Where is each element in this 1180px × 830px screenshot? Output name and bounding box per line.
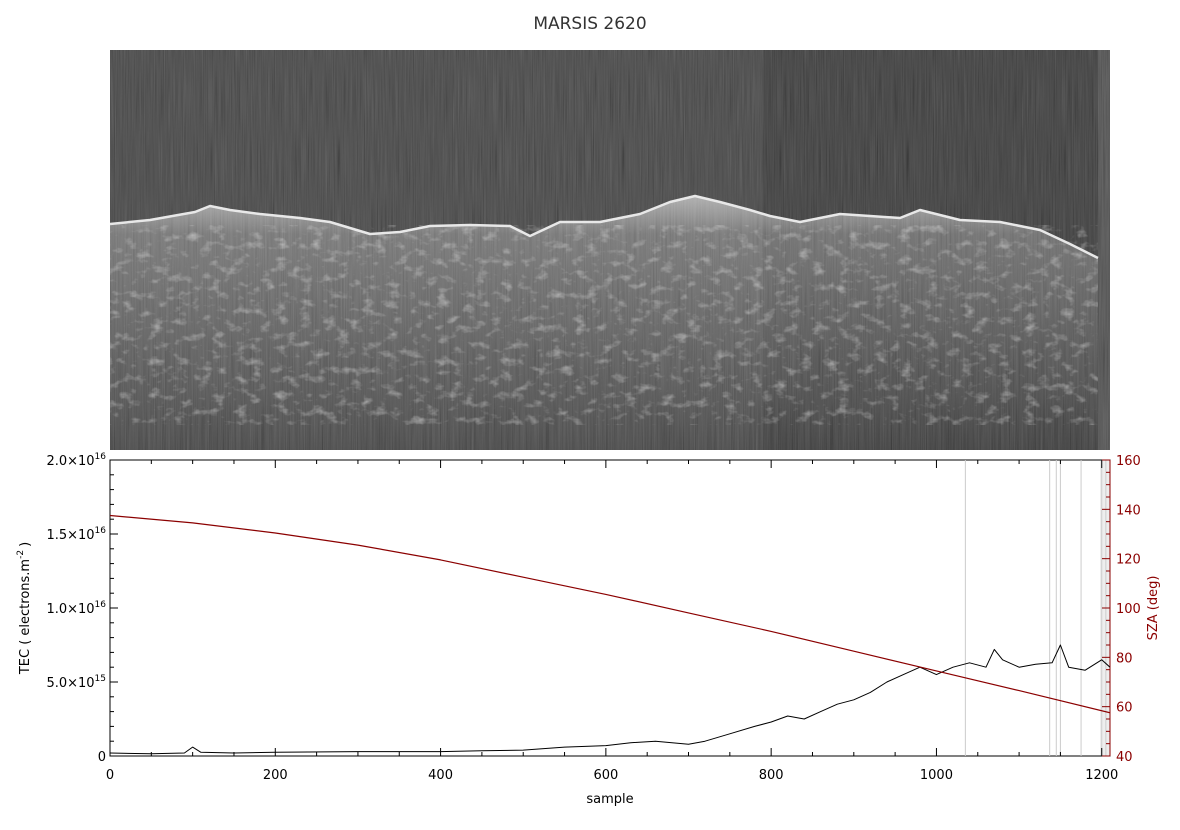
y-right-tick-label: 100: [1116, 602, 1141, 617]
x-tick-label: 800: [759, 768, 784, 783]
x-axis: 0 200 400 600 800 1000 1200: [106, 460, 1118, 783]
x-tick-label: 0: [106, 768, 114, 783]
y-axis-right: 40 60 80 100 120 140 160: [1102, 454, 1141, 765]
x-tick-label: 1000: [920, 768, 953, 783]
y-axis-left-label-exponent: -2: [16, 550, 26, 559]
x-tick-label: 400: [428, 768, 453, 783]
x-tick-label: 1200: [1085, 768, 1118, 783]
y-axis-left-label: TEC ( electrons.m-2): [16, 542, 33, 675]
y-left-tick-label: 1.0×1016: [46, 600, 106, 617]
radargram-speckle: [110, 225, 1098, 425]
y-axis-left: 0 5.0×1015 1.0×1016 1.5×1016 2.0×1016: [46, 452, 118, 765]
y-left-tick-label: 5.0×1015: [46, 674, 106, 691]
y-left-tick-label: 0: [98, 750, 106, 765]
surface-echo: [110, 194, 1099, 260]
y-axis-left-label-main: TEC ( electrons.m: [18, 559, 33, 675]
plot-frame: [109, 459, 1111, 757]
figure-title: MARSIS 2620: [533, 14, 646, 34]
y-axis-left-label-tail: ): [18, 542, 33, 547]
y-right-tick-label: 140: [1116, 503, 1141, 518]
y-right-tick-label: 60: [1116, 701, 1133, 716]
x-tick-label: 200: [263, 768, 288, 783]
sza-series-line: [110, 514, 1110, 714]
y-left-tick-label: 2.0×1016: [46, 452, 106, 469]
series-layer: [110, 514, 1110, 755]
y-right-tick-label: 160: [1116, 454, 1141, 469]
radargram: [110, 50, 1110, 450]
x-tick-label: 600: [593, 768, 618, 783]
x-axis-label: sample: [586, 792, 633, 807]
y-left-tick-label: 1.5×1016: [46, 526, 106, 543]
y-right-tick-label: 80: [1116, 651, 1133, 666]
y-axis-right-label: SZA (deg): [1146, 576, 1161, 641]
y-right-tick-label: 120: [1116, 553, 1141, 568]
y-right-tick-label: 40: [1116, 750, 1133, 765]
tec-series-line: [110, 644, 1110, 755]
